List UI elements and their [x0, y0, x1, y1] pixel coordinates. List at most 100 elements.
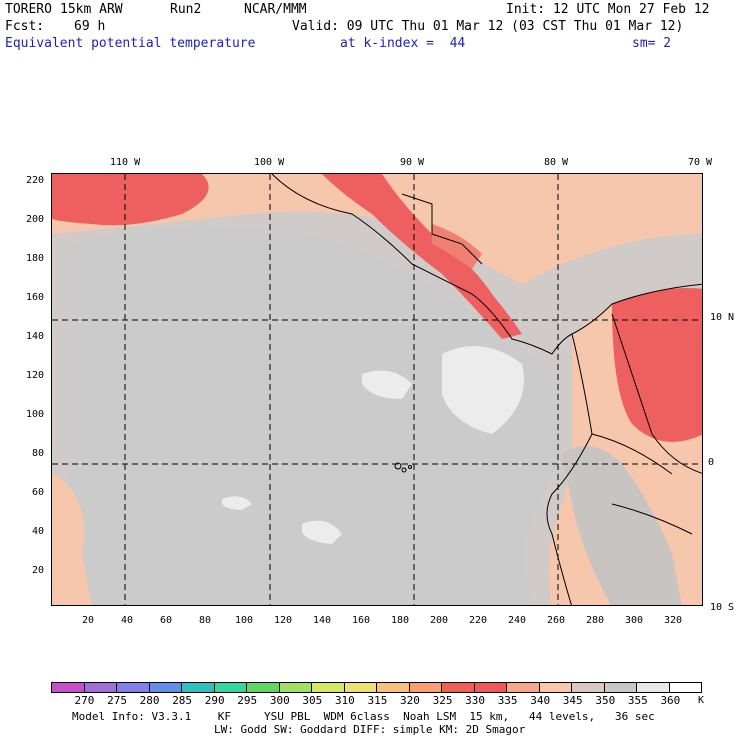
colorbar-label: 285: [172, 694, 193, 707]
field-cool-patch: [362, 370, 412, 399]
lat-label: 10 S: [710, 602, 735, 613]
field-warm-southwest: [52, 474, 92, 605]
x-tick: 320: [664, 615, 683, 626]
x-tick: 80: [199, 615, 212, 626]
colorbar-swatch: [52, 683, 85, 692]
y-tick: 120: [26, 370, 45, 381]
lat-label: 0: [708, 457, 715, 468]
field-hot-nw: [52, 174, 209, 226]
graticule: [52, 174, 702, 605]
colorbar-swatch: [442, 683, 475, 692]
galapagos-island: [408, 465, 412, 469]
x-tick: 260: [547, 615, 566, 626]
colorbar-label: 330: [465, 694, 486, 707]
x-tick: 20: [82, 615, 95, 626]
y-tick: 160: [26, 292, 45, 303]
forecast-hour: 69 h: [74, 19, 106, 34]
field-andes: [562, 446, 682, 605]
colorbar-swatch: [409, 683, 442, 692]
physics-info-line: LW: Godd SW: Goddard DIFF: simple KM: 2D…: [214, 723, 526, 736]
y-tick: 20: [32, 565, 45, 576]
colorbar: [51, 682, 702, 693]
border-line: [401, 193, 433, 234]
colorbar-swatch: [182, 683, 215, 692]
y-tick: 80: [32, 448, 45, 459]
colorbar-label: 345: [562, 694, 583, 707]
lon-label: 70 W: [688, 157, 713, 168]
theta-e-field: [52, 174, 702, 605]
coastline-central-america: [271, 174, 573, 355]
field-name: Equivalent potential temperature: [5, 36, 256, 51]
x-tick: 180: [391, 615, 410, 626]
colorbar-label: 280: [139, 694, 160, 707]
field-cool-patch: [442, 346, 524, 434]
colorbar-swatch: [539, 683, 572, 692]
coastline-north-sa: [571, 283, 702, 335]
field-hot-colombia: [612, 288, 702, 442]
colorbar-swatch: [637, 683, 670, 692]
model-run: Run2: [170, 2, 202, 17]
border-line: [611, 503, 693, 535]
galapagos-island: [394, 462, 402, 470]
x-tick: 300: [625, 615, 644, 626]
colorbar-label: 350: [595, 694, 616, 707]
colorbar-label: 315: [367, 694, 388, 707]
colorbar-swatch: [572, 683, 605, 692]
model-resolution: 15km ARW: [60, 2, 123, 17]
x-tick: 100: [235, 615, 254, 626]
forecast-label: Fcst:: [5, 19, 45, 34]
field-ocean: [69, 226, 562, 605]
galapagos-island: [401, 467, 407, 473]
colorbar-label: 305: [302, 694, 323, 707]
colorbar-label: 320: [400, 694, 420, 707]
colorbar-label: 355: [627, 694, 648, 707]
colorbar-swatch: [604, 683, 637, 692]
colorbar-swatch: [84, 683, 117, 692]
y-tick: 220: [26, 175, 45, 186]
init-time: Init: 12 UTC Mon 27 Feb 12: [506, 2, 710, 17]
field-warm-north: [52, 174, 702, 284]
lon-label: 90 W: [400, 157, 425, 168]
colorbar-swatch: [117, 683, 150, 692]
field-cool-patch: [222, 496, 252, 510]
y-tick: 140: [26, 331, 45, 342]
x-tick: 160: [352, 615, 371, 626]
colorbar-swatch: [214, 683, 247, 692]
colorbar-swatch: [312, 683, 345, 692]
border-line: [431, 233, 483, 265]
colorbar-swatch: [669, 683, 701, 692]
valid-time: Valid: 09 UTC Thu 01 Mar 12 (03 CST Thu …: [292, 19, 684, 34]
field-cool-patch: [302, 520, 342, 544]
y-tick: 40: [32, 526, 45, 537]
x-tick: 120: [274, 615, 293, 626]
colorbar-swatch: [344, 683, 377, 692]
lon-label: 100 W: [254, 157, 285, 168]
model-info-line: Model Info: V3.3.1 KF YSU PBL WDM 6class…: [72, 710, 655, 723]
colorbar-swatch: [474, 683, 507, 692]
x-tick: 140: [313, 615, 332, 626]
lon-label: 110 W: [110, 157, 141, 168]
colorbar-label: 335: [497, 694, 518, 707]
colorbar-swatch: [377, 683, 410, 692]
lat-label: 10 N: [710, 312, 735, 323]
colorbar-label: 360: [660, 694, 681, 707]
lon-label: 80 W: [544, 157, 569, 168]
border-line: [591, 433, 673, 475]
map-panel: [51, 173, 703, 606]
field-hot-2: [432, 224, 482, 269]
model-org: NCAR/MMM: [244, 2, 307, 17]
colorbar-label: 310: [334, 694, 355, 707]
colorbar-swatch: [149, 683, 182, 692]
colorbar-label: 340: [530, 694, 551, 707]
x-tick: 280: [586, 615, 605, 626]
x-tick: 240: [508, 615, 527, 626]
level-index: at k-index = 44: [340, 36, 466, 51]
colorbar-label: 275: [107, 694, 127, 707]
colorbar-swatch: [507, 683, 540, 692]
x-tick: 220: [469, 615, 488, 626]
colorbar-label: 270: [74, 694, 95, 707]
colorbar-unit: K: [698, 695, 705, 706]
y-tick: 200: [26, 214, 45, 225]
colorbar-swatch: [279, 683, 312, 692]
field-hot-central-america: [322, 174, 522, 339]
